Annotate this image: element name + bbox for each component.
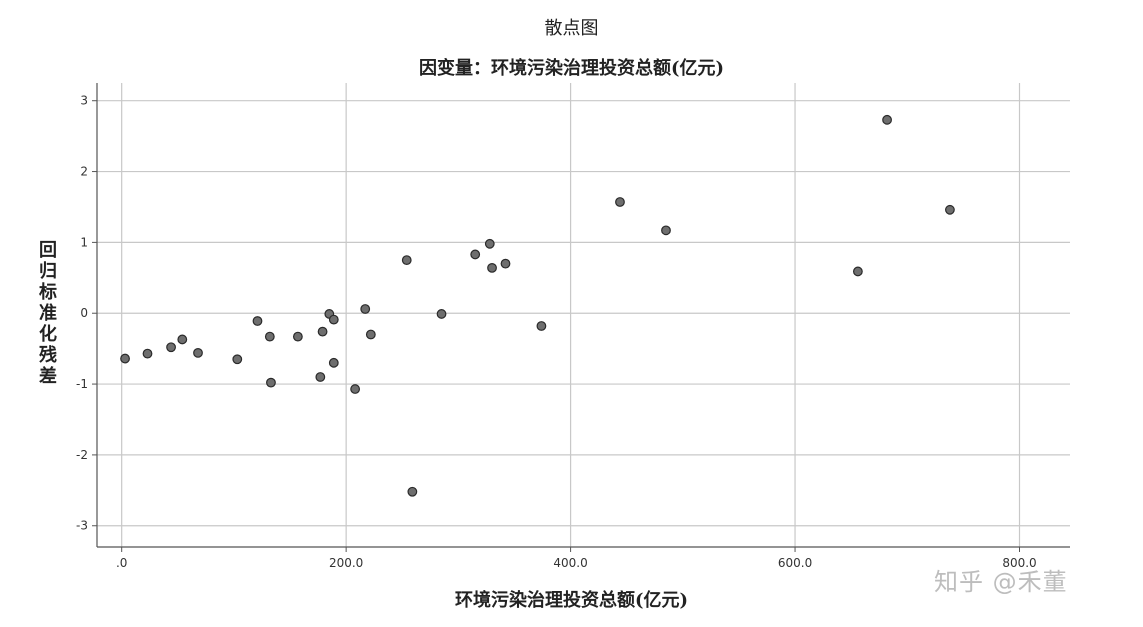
x-tick-label: 800.0 — [1002, 556, 1036, 570]
data-point — [484, 238, 495, 249]
data-point — [615, 197, 625, 207]
data-point — [292, 331, 303, 342]
chart-subtitle: 因变量：环境污染治理投资总额(亿元) — [418, 58, 725, 79]
data-point — [193, 347, 203, 358]
x-tick-label: 200.0 — [329, 556, 363, 570]
data-point — [882, 114, 892, 125]
data-point — [360, 304, 371, 314]
y-tick-label: -1 — [76, 377, 88, 391]
data-point — [470, 249, 481, 260]
data-point — [120, 353, 130, 364]
plot-area — [97, 83, 1070, 547]
y-tick-label: 0 — [80, 306, 88, 320]
data-point — [487, 262, 497, 273]
data-point — [407, 486, 418, 497]
data-point — [436, 309, 447, 319]
chart-title: 散点图 — [544, 18, 599, 39]
data-point — [852, 266, 863, 277]
x-tick-label: 600.0 — [778, 556, 812, 570]
y-axis-label: 回归标准化残差 — [39, 240, 57, 387]
data-point — [945, 204, 955, 215]
data-point — [232, 354, 243, 365]
data-point — [661, 225, 671, 236]
data-point — [252, 316, 263, 326]
data-point — [266, 377, 276, 388]
data-point — [317, 326, 328, 337]
data-point — [177, 334, 188, 345]
data-point — [142, 348, 153, 359]
data-point — [166, 342, 176, 353]
x-tick-label: 400.0 — [553, 556, 587, 570]
x-tick-label: .0 — [116, 556, 127, 570]
y-tick-label: -3 — [76, 519, 88, 533]
y-tick-label: 3 — [80, 94, 88, 108]
y-tick-label: 1 — [80, 235, 88, 249]
data-point — [264, 331, 275, 342]
data-point — [536, 321, 547, 331]
watermark: 知乎 @禾董 — [934, 568, 1068, 596]
data-point — [328, 314, 339, 325]
data-point — [315, 372, 326, 382]
data-point — [350, 384, 361, 394]
x-axis-label: 环境污染治理投资总额(亿元) — [454, 590, 689, 611]
data-point — [500, 258, 511, 269]
y-tick-label: -2 — [76, 448, 88, 462]
data-point — [365, 329, 376, 340]
data-point — [328, 357, 339, 368]
y-tick-label: 2 — [80, 165, 88, 179]
data-point — [401, 255, 412, 265]
